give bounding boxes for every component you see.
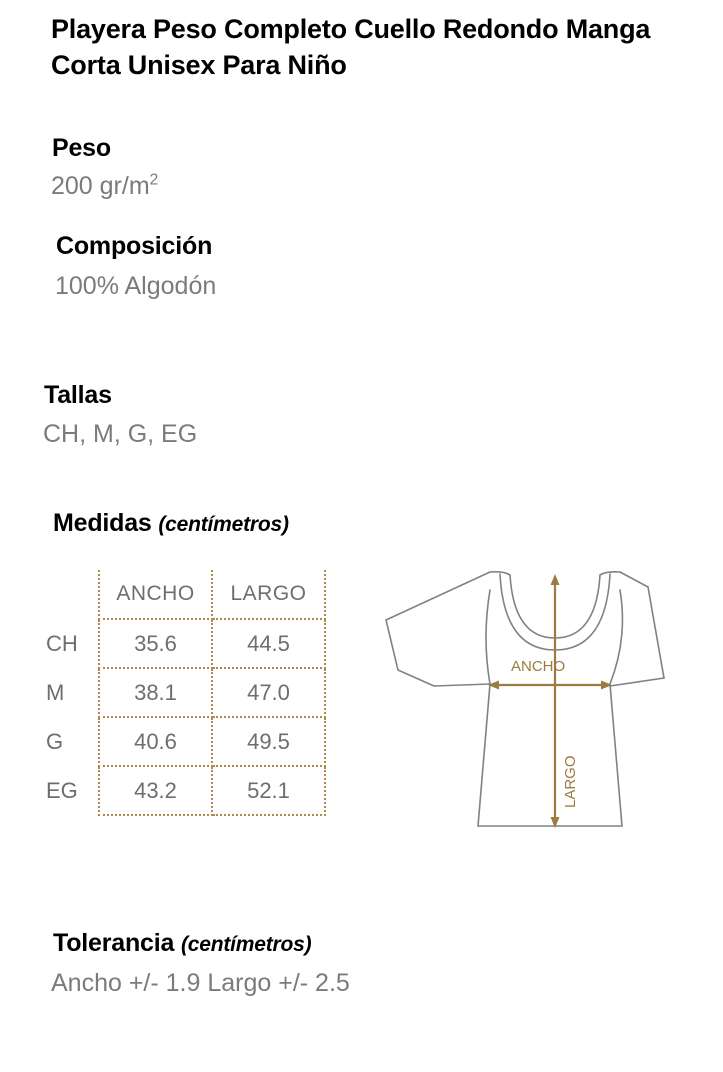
medidas-unit: (centímetros): [158, 513, 289, 536]
tolerancia-unit: (centímetros): [180, 933, 312, 956]
tolerancia-heading-text: Tolerancia: [53, 929, 175, 957]
tshirt-diagram: ANCHO LARGO: [378, 558, 668, 848]
largo-arrow-label: LARGO: [562, 755, 579, 808]
table-row: EG 43.2 52.1: [41, 766, 326, 816]
row-largo-value: 47.0: [211, 668, 326, 718]
tallas-label: Tallas: [44, 381, 112, 409]
row-largo-value: 49.5: [211, 717, 326, 767]
ancho-arrow-label: ANCHO: [511, 658, 565, 675]
row-size-label: EG: [46, 777, 78, 803]
row-ancho-value: 38.1: [98, 668, 213, 718]
tolerancia-heading: Tolerancia (centímetros): [53, 929, 312, 958]
table-row: G 40.6 49.5: [41, 717, 326, 767]
table-header-size: [41, 570, 99, 619]
medidas-heading-text: Medidas: [53, 509, 152, 537]
table-header-largo: LARGO: [211, 570, 326, 620]
row-ancho-value: 35.6: [98, 619, 213, 669]
row-largo-value: 52.1: [211, 766, 326, 816]
largo-measure-arrow: [550, 574, 560, 828]
row-largo-value: 44.5: [211, 619, 326, 669]
measurements-table: ANCHO LARGO CH 35.6 44.5 M 38.1 47.0 G 4…: [41, 570, 326, 816]
table-header-row: ANCHO LARGO: [41, 570, 326, 620]
row-size-label: G: [46, 728, 64, 754]
peso-label: Peso: [52, 134, 111, 162]
row-size-label: M: [46, 679, 65, 705]
composicion-value: 100% Algodón: [55, 272, 217, 300]
product-title: Playera Peso Completo Cuello Redondo Man…: [51, 14, 651, 80]
peso-value-exponent: 2: [149, 171, 159, 189]
row-ancho-value: 43.2: [98, 766, 213, 816]
peso-value: 200 gr/m2: [51, 172, 158, 201]
row-ancho-value: 40.6: [98, 717, 213, 767]
peso-value-number: 200 gr/m: [51, 172, 150, 200]
composicion-label: Composición: [56, 232, 213, 260]
medidas-heading: Medidas (centímetros): [53, 509, 289, 538]
table-row: M 38.1 47.0: [41, 668, 326, 718]
tolerancia-value: Ancho +/- 1.9 Largo +/- 2.5: [51, 969, 350, 997]
table-header-ancho: ANCHO: [98, 570, 213, 620]
ancho-measure-arrow: [488, 680, 612, 690]
tshirt-outline: [385, 571, 665, 827]
tallas-value: CH, M, G, EG: [43, 420, 198, 448]
table-row: CH 35.6 44.5: [41, 619, 326, 669]
row-size-label: CH: [46, 630, 78, 656]
